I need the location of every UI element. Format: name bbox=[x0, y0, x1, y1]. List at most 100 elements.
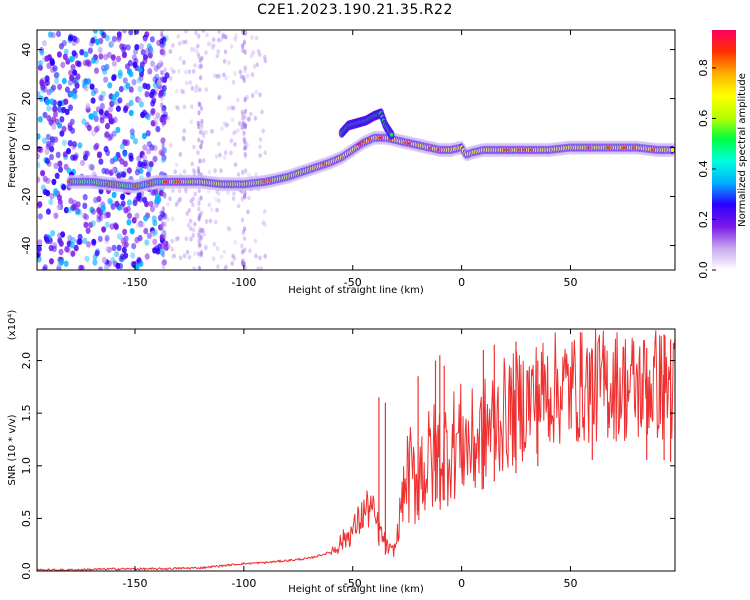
noise-speckle bbox=[233, 129, 237, 135]
noise-speckle bbox=[103, 76, 109, 83]
noise-speckle bbox=[109, 157, 115, 165]
noise-speckle bbox=[184, 69, 188, 75]
noise-streak bbox=[244, 30, 248, 36]
noise-speckle bbox=[42, 40, 47, 47]
noise-speckle bbox=[236, 203, 241, 209]
noise-streak bbox=[161, 252, 166, 258]
noise-speckle bbox=[37, 245, 42, 252]
noise-speckle bbox=[92, 259, 98, 266]
noise-speckle bbox=[181, 39, 186, 45]
noise-speckle bbox=[141, 132, 147, 140]
noise-speckle bbox=[46, 89, 52, 96]
noise-speckle bbox=[37, 133, 41, 140]
noise-speckle bbox=[230, 117, 235, 123]
noise-speckle bbox=[77, 233, 83, 241]
noise-streak bbox=[162, 137, 166, 143]
noise-streak bbox=[241, 111, 245, 117]
noise-speckle bbox=[93, 87, 99, 95]
noise-speckle bbox=[42, 266, 48, 270]
noise-speckle bbox=[111, 166, 117, 174]
noise-speckle bbox=[136, 191, 142, 198]
noise-speckle bbox=[98, 266, 103, 270]
noise-speckle bbox=[53, 212, 59, 219]
noise-speckle bbox=[37, 213, 43, 220]
noise-speckle bbox=[97, 46, 103, 54]
noise-streak bbox=[161, 244, 165, 250]
noise-speckle bbox=[84, 150, 90, 157]
noise-speckle bbox=[120, 193, 126, 200]
noise-speckle bbox=[120, 200, 126, 207]
noise-speckle bbox=[37, 201, 43, 208]
noise-speckle bbox=[254, 89, 259, 95]
noise-speckle bbox=[101, 256, 107, 264]
noise-speckle bbox=[178, 255, 183, 261]
noise-speckle bbox=[174, 202, 179, 207]
noise-speckle bbox=[73, 244, 79, 252]
noise-speckle bbox=[72, 141, 77, 148]
noise-speckle bbox=[58, 166, 63, 173]
noise-speckle bbox=[215, 73, 219, 79]
noise-speckle bbox=[150, 230, 156, 237]
noise-speckle bbox=[212, 43, 216, 48]
noise-speckle bbox=[214, 154, 219, 160]
noise-speckle bbox=[82, 237, 88, 244]
noise-speckle bbox=[170, 246, 174, 252]
noise-speckle bbox=[95, 106, 101, 113]
noise-streak bbox=[243, 226, 247, 232]
noise-streak bbox=[160, 102, 164, 108]
noise-speckle bbox=[39, 79, 45, 86]
noise-speckle bbox=[42, 175, 48, 183]
noise-speckle bbox=[104, 34, 110, 42]
noise-speckle bbox=[104, 237, 110, 244]
noise-speckle bbox=[192, 169, 197, 175]
noise-streak bbox=[197, 63, 202, 69]
noise-speckle bbox=[146, 43, 152, 50]
noise-speckle bbox=[176, 236, 180, 241]
noise-speckle bbox=[263, 209, 267, 214]
noise-speckle bbox=[80, 159, 85, 167]
noise-streak bbox=[243, 153, 248, 159]
noise-speckle bbox=[164, 72, 170, 79]
noise-speckle bbox=[88, 113, 94, 120]
noise-speckle bbox=[204, 129, 208, 135]
noise-streak bbox=[197, 238, 201, 244]
noise-streak bbox=[243, 190, 247, 196]
noise-speckle bbox=[162, 259, 167, 266]
noise-speckle bbox=[210, 128, 214, 134]
noise-speckle bbox=[246, 209, 250, 215]
noise-speckle bbox=[90, 97, 96, 104]
colorbar-ticks: 0.0 0.2 0.4 0.6 0.8 bbox=[697, 59, 716, 279]
noise-streak bbox=[200, 124, 204, 130]
noise-speckle bbox=[115, 262, 121, 269]
noise-streak bbox=[161, 137, 165, 144]
noise-speckle bbox=[107, 113, 113, 120]
noise-streak bbox=[198, 233, 202, 240]
noise-streak bbox=[162, 51, 166, 57]
noise-speckle bbox=[54, 77, 60, 85]
noise-speckle bbox=[37, 91, 41, 98]
noise-speckle bbox=[158, 89, 164, 96]
noise-speckle bbox=[37, 116, 43, 123]
noise-speckle bbox=[250, 72, 255, 78]
noise-speckle bbox=[247, 195, 251, 201]
noise-speckle bbox=[213, 219, 218, 225]
noise-speckle bbox=[51, 84, 57, 91]
noise-speckle bbox=[98, 158, 104, 165]
noise-speckle bbox=[263, 58, 268, 64]
x-tick-label: 0 bbox=[458, 577, 465, 590]
noise-speckle bbox=[134, 236, 140, 244]
spectrogram-x-axis-title: Height of straight line (km) bbox=[288, 285, 424, 296]
noise-streak bbox=[163, 221, 167, 227]
noise-speckle bbox=[177, 68, 181, 74]
noise-speckle bbox=[231, 253, 235, 259]
snr-y-axis-title: SNR (10 * v/v) bbox=[7, 414, 18, 485]
noise-speckle bbox=[201, 133, 206, 139]
noise-speckle bbox=[167, 243, 171, 249]
noise-speckle bbox=[136, 256, 142, 263]
noise-speckle bbox=[255, 62, 260, 68]
noise-speckle bbox=[40, 87, 46, 94]
branch-core bbox=[389, 132, 394, 137]
noise-speckle bbox=[229, 44, 234, 49]
noise-speckle bbox=[152, 155, 158, 162]
noise-speckle bbox=[147, 68, 153, 75]
